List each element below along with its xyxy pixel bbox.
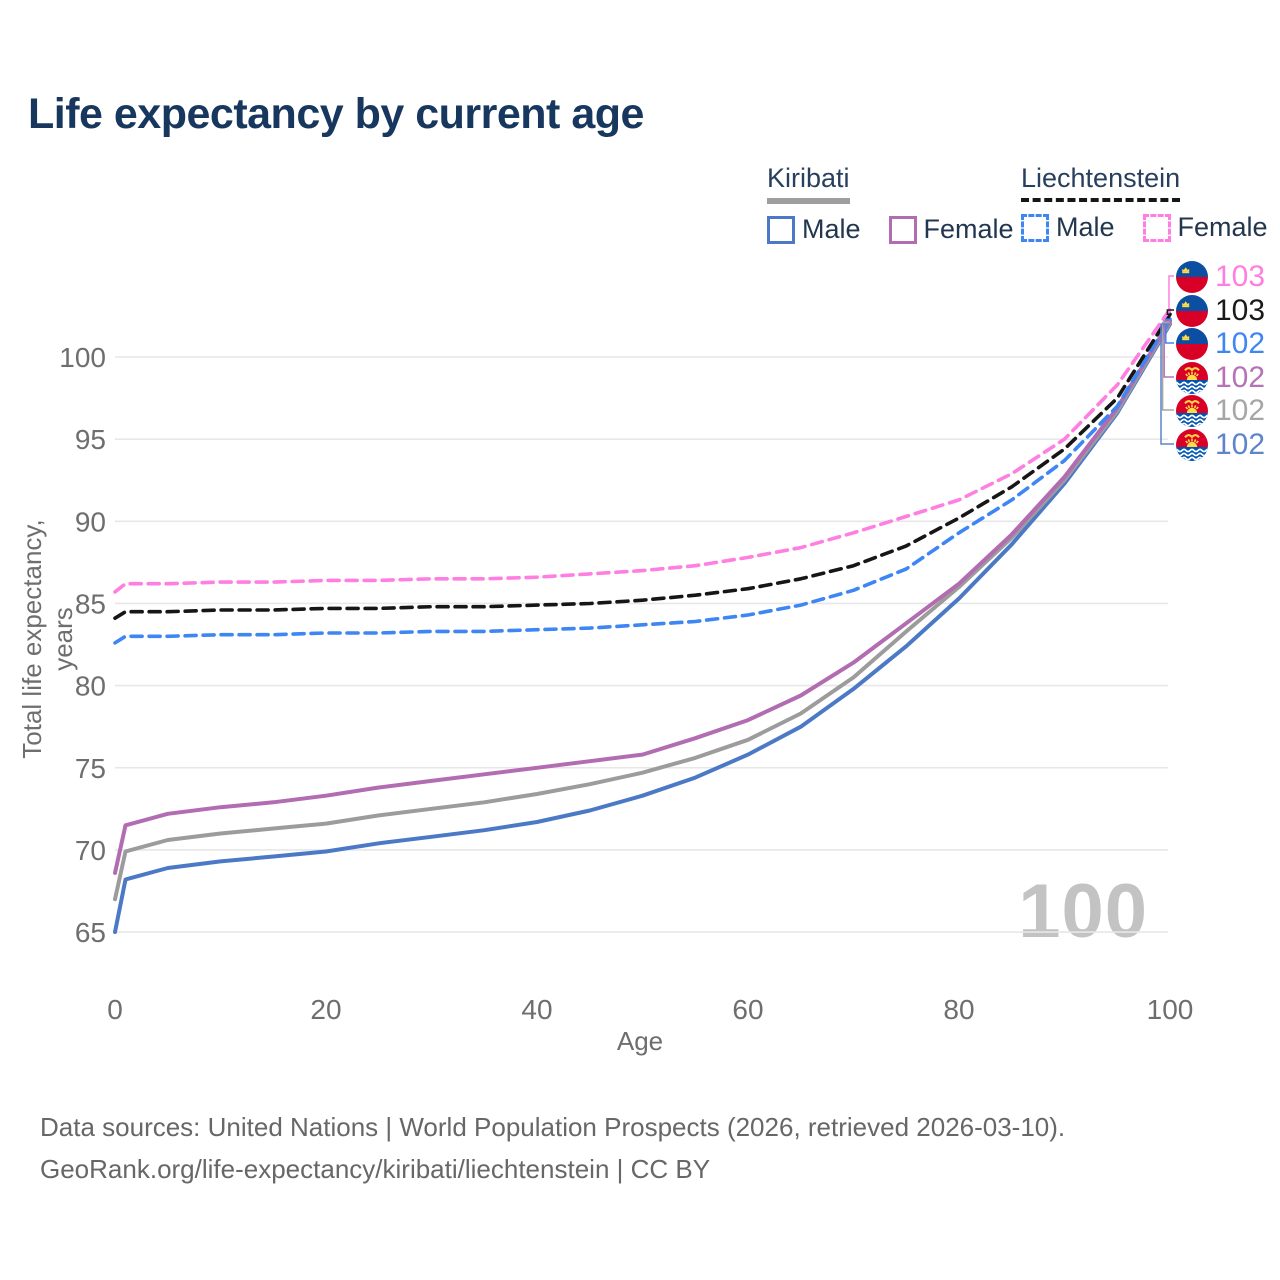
footer: Data sources: United Nations | World Pop…: [40, 1106, 1065, 1190]
legend-group-kiribati: Kiribati Male Female: [767, 163, 1042, 245]
kiribati-female-swatch: [888, 215, 917, 244]
connector-liech_male: [1165, 318, 1174, 344]
series-lines: [113, 307, 1172, 934]
liechtenstein-female-swatch: [1142, 213, 1171, 242]
end-label-kiri_total[interactable]: 102: [1176, 394, 1265, 428]
end-label-value: 102: [1215, 361, 1266, 394]
kiribati-flag-icon: [1176, 429, 1208, 461]
attribution-line: GeoRank.org/life-expectancy/kiribati/lie…: [40, 1154, 711, 1184]
gridlines: [115, 356, 1168, 933]
liechtenstein-flag-icon: [1176, 328, 1208, 360]
connector-liech_female: [1168, 275, 1174, 311]
y-tick-label: 75: [75, 753, 106, 784]
x-tick-label: 40: [521, 994, 552, 1025]
end-label-liech_male[interactable]: 102: [1176, 327, 1265, 361]
kiribati-flag-icon: [1176, 362, 1208, 394]
connector-kiri_female: [1163, 320, 1174, 378]
kiribati-male-swatch: [767, 215, 795, 244]
series-kiri_total: [113, 320, 1172, 902]
series-liech_male: [113, 317, 1172, 645]
y-tick-label: 70: [75, 835, 106, 866]
kiribati-flag-icon: [1176, 395, 1208, 427]
y-axis-title: Total life expectancy, years: [17, 519, 78, 759]
age-watermark: 100: [1018, 869, 1148, 954]
legend-item-label: Male: [1056, 212, 1115, 242]
connector-kiri_total: [1161, 321, 1174, 411]
series-liech_female: [113, 307, 1172, 594]
legend-item-label: Female: [1177, 212, 1268, 242]
series-liech_total: [113, 312, 1172, 621]
series-kiri_male: [113, 322, 1172, 934]
legend-item-kiribati-female[interactable]: Female: [888, 214, 1014, 245]
legend-heading-liechtenstein[interactable]: Liechtenstein: [1021, 163, 1181, 202]
legend-item-label: Female: [923, 214, 1014, 244]
legend-item-kiribati-male[interactable]: Male: [767, 214, 861, 245]
end-label-kiri_female[interactable]: 102: [1176, 361, 1265, 395]
x-axis-title: Age: [616, 1026, 664, 1056]
y-tick-label: 90: [75, 506, 106, 537]
y-tick-label: 80: [75, 671, 106, 702]
legend-item-label: Male: [802, 214, 861, 244]
y-tick-label: 65: [75, 917, 106, 948]
end-label-value: 102: [1215, 394, 1266, 427]
connector-kiri_male: [1160, 323, 1174, 445]
y-tick-label: 85: [75, 588, 106, 619]
end-label-liech_total[interactable]: 103: [1176, 294, 1265, 328]
end-label-connectors: [1160, 275, 1174, 445]
x-tick-label: 60: [732, 994, 763, 1025]
x-tick-label: 20: [310, 994, 341, 1025]
data-source-line: Data sources: United Nations | World Pop…: [40, 1112, 1066, 1142]
end-label-liech_female[interactable]: 103: [1176, 260, 1265, 294]
legend-item-liechtenstein-female[interactable]: Female: [1142, 212, 1268, 243]
axis-tick-labels: 65 70 75 80 85 90 95 100 0 20 40 60 80 100: [59, 342, 1193, 1025]
end-label-kiri_male[interactable]: 102: [1176, 428, 1265, 462]
end-label-value: 102: [1215, 428, 1266, 461]
x-tick-label: 0: [107, 994, 123, 1025]
page-title: Life expectancy by current age: [28, 90, 644, 138]
x-tick-label: 80: [943, 994, 974, 1025]
liechtenstein-flag-icon: [1176, 295, 1208, 327]
y-tick-label: 95: [75, 424, 106, 455]
end-label-value: 103: [1215, 294, 1266, 327]
legend-item-liechtenstein-male[interactable]: Male: [1021, 212, 1115, 243]
end-label-value: 102: [1215, 327, 1266, 360]
y-tick-label: 100: [59, 342, 106, 373]
connector-liech_total: [1166, 309, 1174, 316]
x-tick-label: 100: [1147, 994, 1194, 1025]
series-kiri_female: [113, 318, 1172, 875]
liechtenstein-flag-icon: [1176, 261, 1208, 293]
legend-group-liechtenstein: Liechtenstein Male Female: [1021, 163, 1280, 243]
legend-heading-kiribati[interactable]: Kiribati: [767, 163, 850, 204]
liechtenstein-male-swatch: [1021, 213, 1049, 242]
end-label-value: 103: [1215, 260, 1266, 293]
